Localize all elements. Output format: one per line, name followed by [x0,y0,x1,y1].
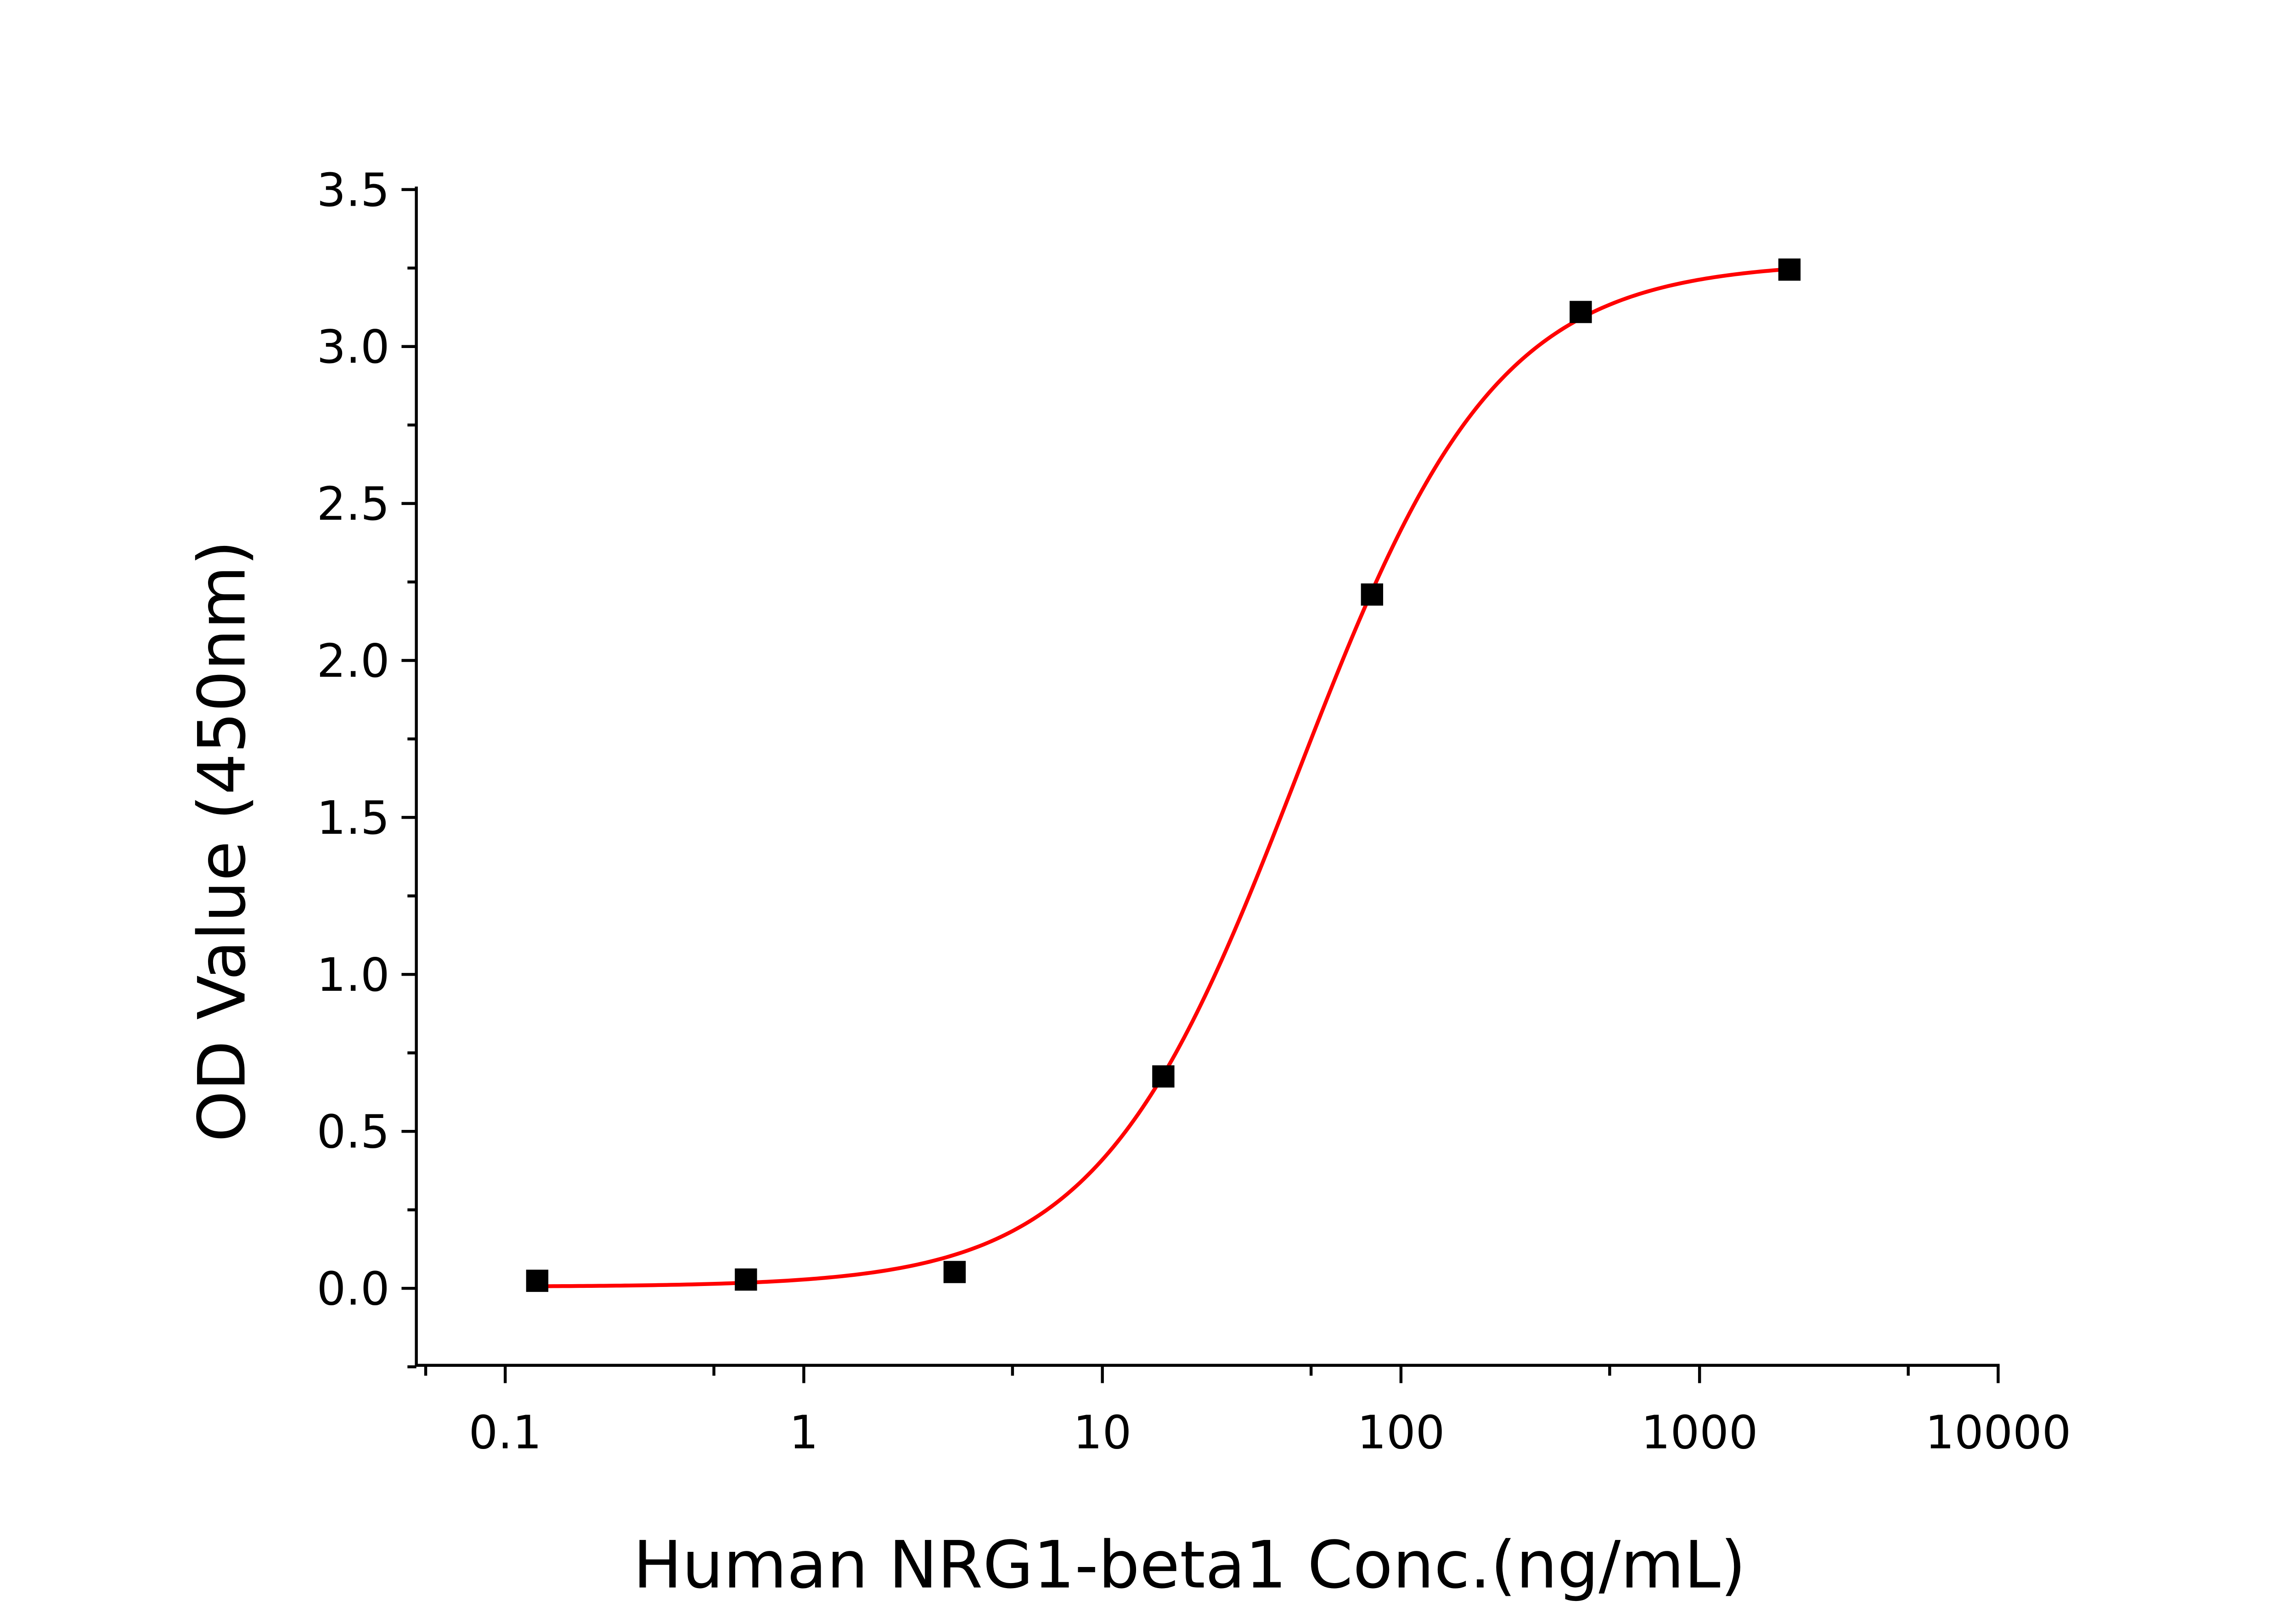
data-point [526,1269,549,1292]
y-axis-label: OD Value (450nm) [185,540,260,1142]
y-tick-label: 2.5 [317,477,390,531]
x-tick-label: 10 [1073,1405,1131,1459]
data-point [1570,301,1592,323]
y-tick-label: 1.0 [317,948,390,1002]
axes [415,186,2000,1367]
data-points [526,258,1801,1292]
data-point [943,1261,966,1283]
x-tick-label: 1 [789,1405,819,1459]
y-tick-label: 0.0 [317,1262,390,1316]
y-tick-label: 3.5 [317,163,390,217]
fit-curve [537,267,1790,1288]
x-tick-label: 0.1 [469,1405,542,1459]
ticks: 0.0 0.5 1.0 1.5 2.0 2.5 3.0 3.5 0.1 1 10 100 1000 100… [317,163,2071,1459]
x-tick-label: 1000 [1641,1405,1758,1459]
data-point [1361,583,1384,606]
x-axis-label: Human NRG1-beta1 Conc.(ng/mL) [633,1528,1746,1603]
x-tick-label: 100 [1357,1405,1445,1459]
y-tick-label: 2.0 [317,634,390,688]
y-tick-label: 0.5 [317,1105,390,1159]
x-tick-label: 10000 [1925,1405,2071,1459]
data-point [1778,258,1801,281]
y-tick-label: 3.0 [317,320,390,374]
y-tick-label: 1.5 [317,791,390,845]
data-point [735,1268,757,1291]
data-point [1152,1065,1175,1088]
